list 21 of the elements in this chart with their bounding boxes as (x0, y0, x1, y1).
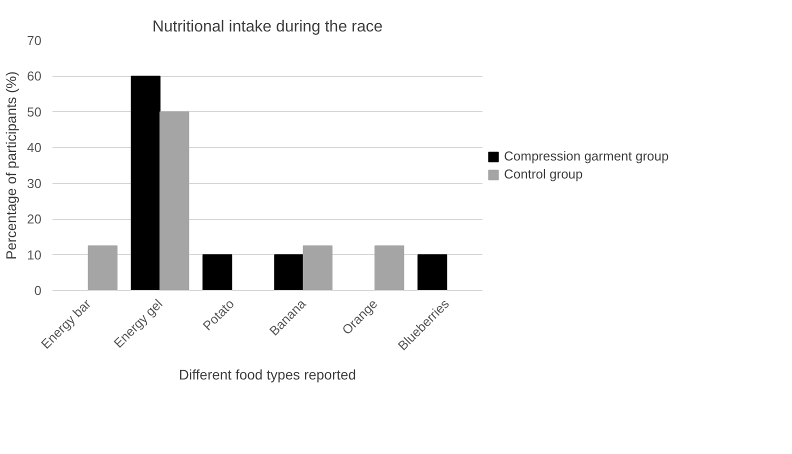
y-tick-label: 10 (27, 247, 42, 262)
bar (160, 111, 190, 290)
y-tick-label: 0 (34, 283, 42, 298)
bar (130, 76, 160, 290)
bar (374, 245, 404, 290)
y-axis-title: Percentage of participants (%) (3, 71, 20, 260)
y-tick-label: 70 (27, 33, 42, 48)
bar (202, 254, 232, 290)
y-tick-label: 50 (27, 104, 42, 120)
bar (418, 254, 448, 290)
y-tick-label: 30 (27, 176, 42, 191)
bar (88, 245, 118, 290)
y-tick-label: 20 (27, 212, 42, 227)
bar (274, 254, 304, 290)
y-tick-label: 60 (27, 68, 42, 84)
chart-title: Nutritional intake during the race (152, 18, 383, 36)
bar (302, 245, 332, 290)
legend-label: Compression garment group (504, 148, 669, 164)
x-axis-title: Different food types reported (178, 366, 356, 383)
y-tick-label: 40 (27, 140, 42, 156)
legend-label: Control group (504, 166, 583, 182)
